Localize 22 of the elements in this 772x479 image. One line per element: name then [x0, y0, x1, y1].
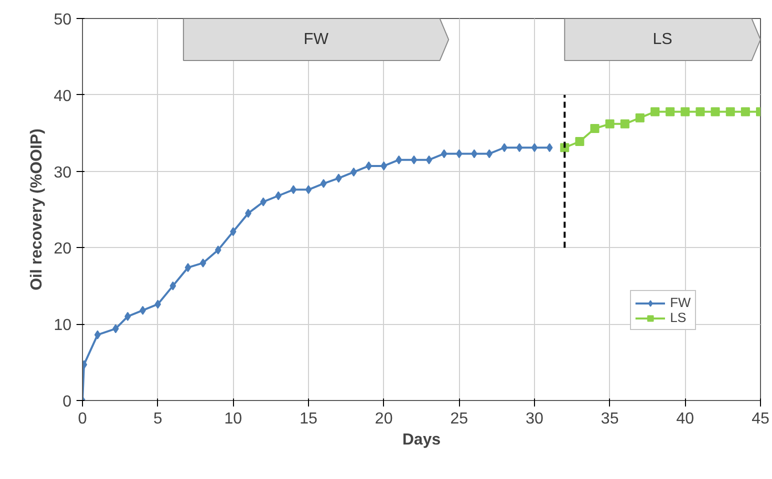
legend-label: FW	[670, 295, 691, 310]
y-axis-title: Oil recovery (%OOIP)	[28, 128, 46, 290]
band-label: FW	[304, 31, 330, 48]
y-tick-label: 40	[54, 88, 72, 105]
x-tick-label: 30	[526, 410, 544, 428]
x-tick-label: 35	[600, 410, 619, 428]
y-tick-label: 20	[54, 240, 72, 258]
y-tick-label: 50	[54, 12, 72, 28]
x-tick-label: 45	[752, 410, 770, 428]
legend-label: LS	[670, 310, 688, 325]
x-tick-label: 15	[300, 410, 318, 428]
y-tick-label: 10	[54, 317, 72, 334]
x-tick-label: 0	[78, 410, 88, 428]
x-tick-label: 40	[676, 410, 694, 428]
x-tick-label: 25	[450, 410, 468, 428]
y-tick-label: 30	[54, 164, 72, 182]
x-tick-label: 20	[374, 410, 393, 428]
x-tick-label: 5	[153, 410, 162, 428]
x-tick-label: 10	[224, 410, 242, 428]
y-tick-label: 0	[62, 394, 72, 410]
band-label: LS	[652, 31, 672, 48]
x-axis-title: Days	[402, 432, 441, 448]
